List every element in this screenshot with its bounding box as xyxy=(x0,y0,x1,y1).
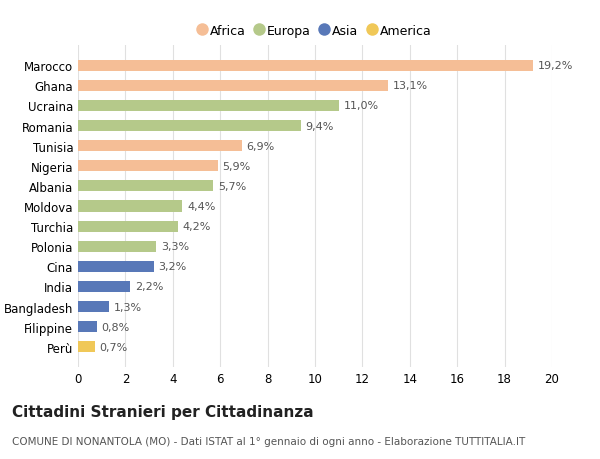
Bar xyxy=(78,302,109,313)
Text: 6,9%: 6,9% xyxy=(246,141,275,151)
Text: 2,2%: 2,2% xyxy=(135,282,163,292)
Text: Cittadini Stranieri per Cittadinanza: Cittadini Stranieri per Cittadinanza xyxy=(12,404,314,419)
Text: 4,2%: 4,2% xyxy=(182,222,211,232)
Text: 0,7%: 0,7% xyxy=(100,342,128,352)
Bar xyxy=(78,61,533,72)
Bar xyxy=(78,81,388,92)
Bar xyxy=(78,281,130,292)
Text: 3,2%: 3,2% xyxy=(158,262,187,272)
Text: COMUNE DI NONANTOLA (MO) - Dati ISTAT al 1° gennaio di ogni anno - Elaborazione : COMUNE DI NONANTOLA (MO) - Dati ISTAT al… xyxy=(12,436,525,446)
Bar xyxy=(78,261,154,272)
Text: 11,0%: 11,0% xyxy=(343,101,379,111)
Text: 5,7%: 5,7% xyxy=(218,181,246,191)
Bar xyxy=(78,241,156,252)
Text: 9,4%: 9,4% xyxy=(305,121,334,131)
Bar xyxy=(78,201,182,212)
Text: 13,1%: 13,1% xyxy=(393,81,428,91)
Text: 3,3%: 3,3% xyxy=(161,242,189,252)
Bar xyxy=(78,121,301,132)
Bar xyxy=(78,341,95,353)
Text: 19,2%: 19,2% xyxy=(538,61,573,71)
Bar xyxy=(78,181,213,192)
Text: 0,8%: 0,8% xyxy=(102,322,130,332)
Bar xyxy=(78,141,242,152)
Bar xyxy=(78,161,218,172)
Legend: Africa, Europa, Asia, America: Africa, Europa, Asia, America xyxy=(194,20,436,43)
Text: 5,9%: 5,9% xyxy=(223,162,251,171)
Text: 4,4%: 4,4% xyxy=(187,202,215,212)
Bar xyxy=(78,101,339,112)
Bar xyxy=(78,221,178,232)
Text: 1,3%: 1,3% xyxy=(113,302,142,312)
Bar xyxy=(78,321,97,332)
